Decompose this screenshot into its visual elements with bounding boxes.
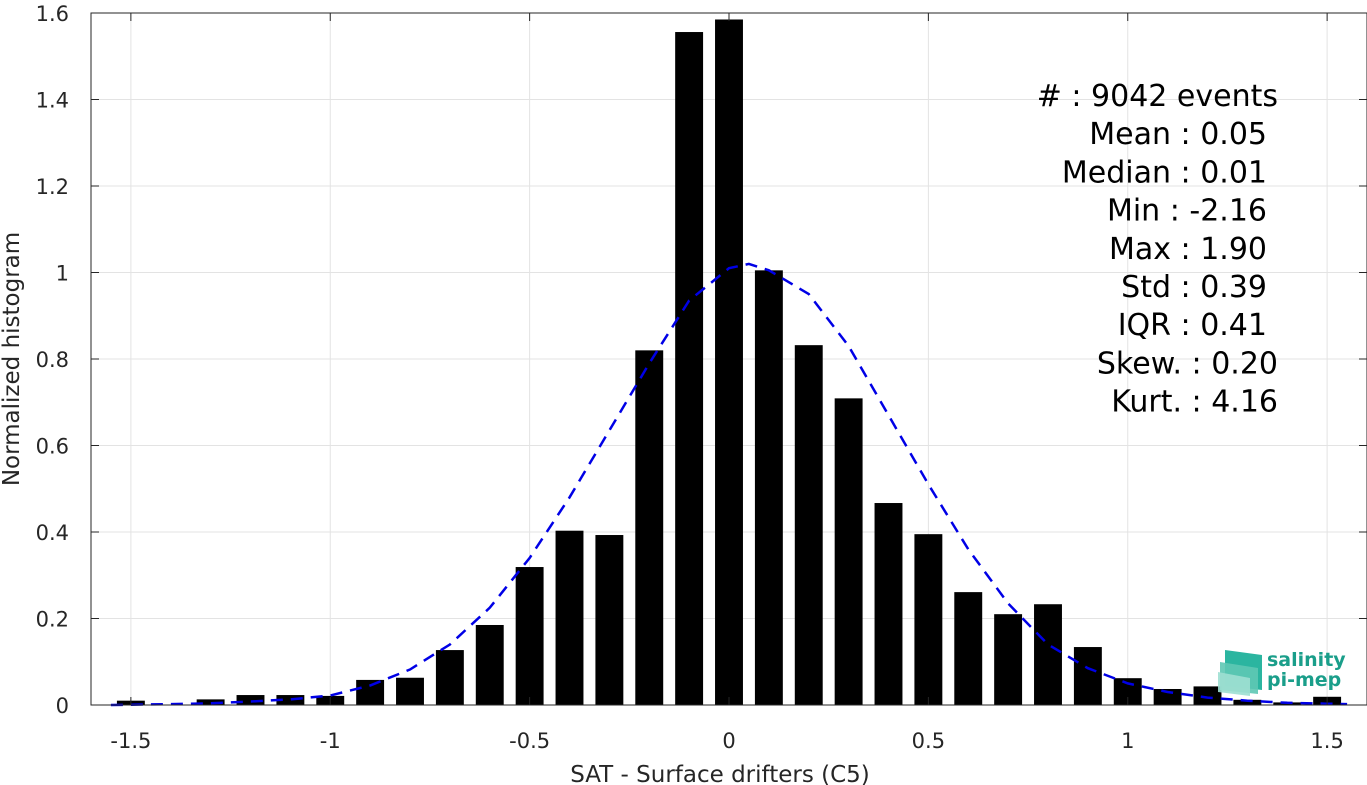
stat-line: Median : 0.01 xyxy=(1062,155,1267,190)
histogram-bar xyxy=(1193,686,1222,705)
histogram-bar xyxy=(635,350,664,705)
logo-line-1: salinity xyxy=(1267,649,1346,671)
histogram-bar xyxy=(1153,688,1182,705)
histogram-bar xyxy=(675,32,704,705)
histogram-bar xyxy=(754,270,783,705)
stat-line: Max : 1.90 xyxy=(1109,232,1267,267)
histogram-bar xyxy=(435,650,464,705)
y-axis-label: Normalized histogram xyxy=(0,232,25,486)
histogram-bar xyxy=(1233,699,1262,705)
histogram-bar xyxy=(834,398,863,705)
x-tick-label: 0 xyxy=(722,729,735,753)
x-tick-label: 0.5 xyxy=(912,729,945,753)
y-tick-label: 1 xyxy=(56,262,69,286)
histogram-bar xyxy=(515,567,544,705)
x-axis-label: SAT - Surface drifters (C5) xyxy=(570,762,870,785)
x-tick-label: 1 xyxy=(1121,729,1134,753)
x-tick-label: -1 xyxy=(320,729,341,753)
histogram-bar xyxy=(914,534,943,705)
histogram-bar xyxy=(715,19,743,706)
stat-line: # : 9042 events xyxy=(1037,79,1278,114)
stat-line: Kurt. : 4.16 xyxy=(1111,385,1278,420)
y-tick-label: 1.6 xyxy=(36,2,69,26)
salinity-pi-mep-logo: salinity pi-mep xyxy=(1218,649,1346,696)
logo-line-2: pi-mep xyxy=(1267,669,1341,691)
y-tick-label: 0.8 xyxy=(36,348,69,372)
histogram-bars xyxy=(116,19,1342,706)
stat-line: Std : 0.39 xyxy=(1121,270,1267,305)
fit-curve-layer xyxy=(110,262,1348,707)
stat-line: Skew. : 0.20 xyxy=(1097,346,1278,381)
histogram-bar xyxy=(236,695,265,705)
x-tick-label: -0.5 xyxy=(509,729,550,753)
histogram-bar xyxy=(276,695,305,705)
histogram-bar xyxy=(356,679,385,705)
stat-line: Min : -2.16 xyxy=(1107,194,1267,229)
histogram-bar xyxy=(595,535,624,705)
y-tick-label: 0.4 xyxy=(36,521,69,545)
histogram-bar xyxy=(555,530,584,705)
histogram-bar xyxy=(396,677,424,705)
y-tick-label: 0.2 xyxy=(36,608,69,632)
histogram-bar xyxy=(196,699,225,705)
x-tick-label: -1.5 xyxy=(110,729,151,753)
histogram-bar xyxy=(794,345,823,705)
normal-fit-curve xyxy=(110,262,1348,707)
histogram-bar xyxy=(475,624,504,705)
histogram-bar xyxy=(874,503,903,705)
histogram-bar xyxy=(1073,647,1102,705)
y-tick-label: 1.2 xyxy=(36,175,69,199)
histogram-bar xyxy=(1034,604,1062,705)
axis-ticks: -1.5 -1 -0.5 0 0.5 1 1.5 0 0.2 0.4 0.6 0.8 1 1.2 1.4 1.… xyxy=(36,2,1367,753)
y-tick-label: 0.6 xyxy=(36,435,69,459)
y-tick-label: 0 xyxy=(56,694,69,718)
wave-logo-icon xyxy=(1218,650,1262,696)
stat-line: Mean : 0.05 xyxy=(1089,117,1267,152)
histogram-bar xyxy=(994,614,1023,705)
y-tick-label: 1.4 xyxy=(36,89,69,113)
x-tick-label: 1.5 xyxy=(1310,729,1343,753)
stat-line: IQR : 0.41 xyxy=(1118,308,1267,343)
histogram-bar xyxy=(954,592,983,705)
